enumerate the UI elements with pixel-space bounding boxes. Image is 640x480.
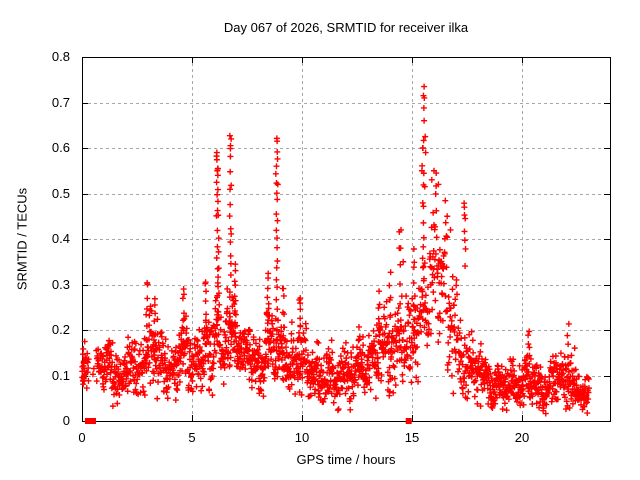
y-tick-label: 0.4: [51, 231, 70, 246]
x-axis-label: GPS time / hours: [296, 452, 396, 467]
x-tick-label: 5: [188, 430, 196, 445]
x-tick-label: 15: [404, 430, 420, 445]
y-tick-label: 0.8: [51, 49, 70, 64]
y-tick-label: 0.1: [51, 367, 70, 383]
y-tick-label: 0: [62, 413, 70, 428]
x-tick-label: 20: [514, 430, 530, 445]
y-tick-label: 0.5: [51, 185, 70, 201]
y-tick-label: 0.2: [51, 322, 70, 337]
x-tick-label: 10: [294, 430, 310, 445]
x-tick-label: 0: [78, 430, 86, 445]
chart-title: Day 067 of 2026, SRMTID for receiver ilk…: [223, 20, 469, 35]
y-tick-label: 0.6: [51, 140, 70, 155]
y-tick-label: 0.7: [51, 94, 70, 110]
y-tick-label: 0.3: [51, 276, 70, 292]
